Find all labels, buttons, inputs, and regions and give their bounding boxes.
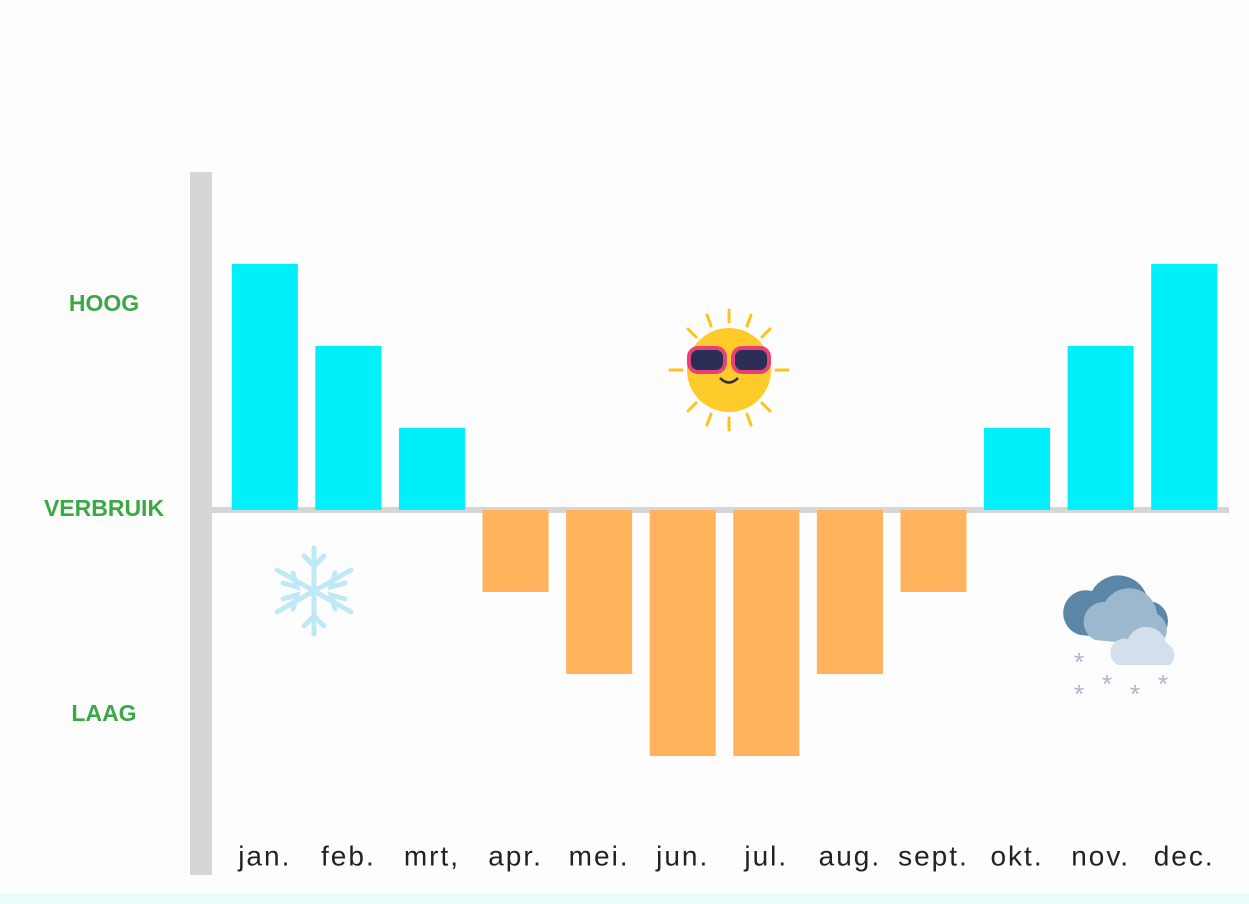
svg-text:*: * (1158, 669, 1168, 699)
x-tick-label: jun. (655, 840, 709, 871)
svg-text:*: * (1074, 647, 1084, 677)
x-tick-label: aug. (819, 840, 882, 871)
x-tick-label: mei. (569, 840, 630, 871)
y-tick-label: VERBRUIK (44, 495, 165, 521)
svg-text:*: * (1130, 679, 1140, 709)
y-tick-label: HOOG (69, 290, 139, 316)
x-tick-label: apr. (488, 840, 543, 871)
x-tick-label: feb. (321, 840, 376, 871)
sun-icon (668, 308, 790, 432)
bar (900, 509, 967, 592)
x-tick-label: mrt, (404, 840, 460, 871)
x-tick-label: jul. (743, 840, 788, 871)
bar (1151, 263, 1218, 510)
x-tick-label: jan. (237, 840, 291, 871)
cloud-icon: ** * * * (1063, 575, 1175, 709)
y-axis (190, 172, 212, 875)
x-tick-label: dec. (1154, 840, 1215, 871)
svg-text:*: * (1102, 669, 1112, 699)
svg-text:*: * (1074, 679, 1084, 709)
bottom-strip (0, 893, 1249, 904)
bar (1067, 345, 1134, 510)
y-tick-label: LAAG (71, 700, 136, 726)
bar (649, 509, 716, 757)
bar (398, 427, 465, 510)
x-tick-label: sept. (898, 840, 969, 871)
x-tick-label: okt. (990, 840, 1043, 871)
bar (816, 509, 883, 675)
snowflake-icon (274, 545, 354, 637)
bar (482, 509, 549, 592)
bar (984, 427, 1051, 510)
bar (566, 509, 633, 675)
bar (733, 509, 800, 757)
bar (315, 345, 382, 510)
x-tick-label: nov. (1071, 840, 1130, 871)
bar (231, 263, 298, 510)
